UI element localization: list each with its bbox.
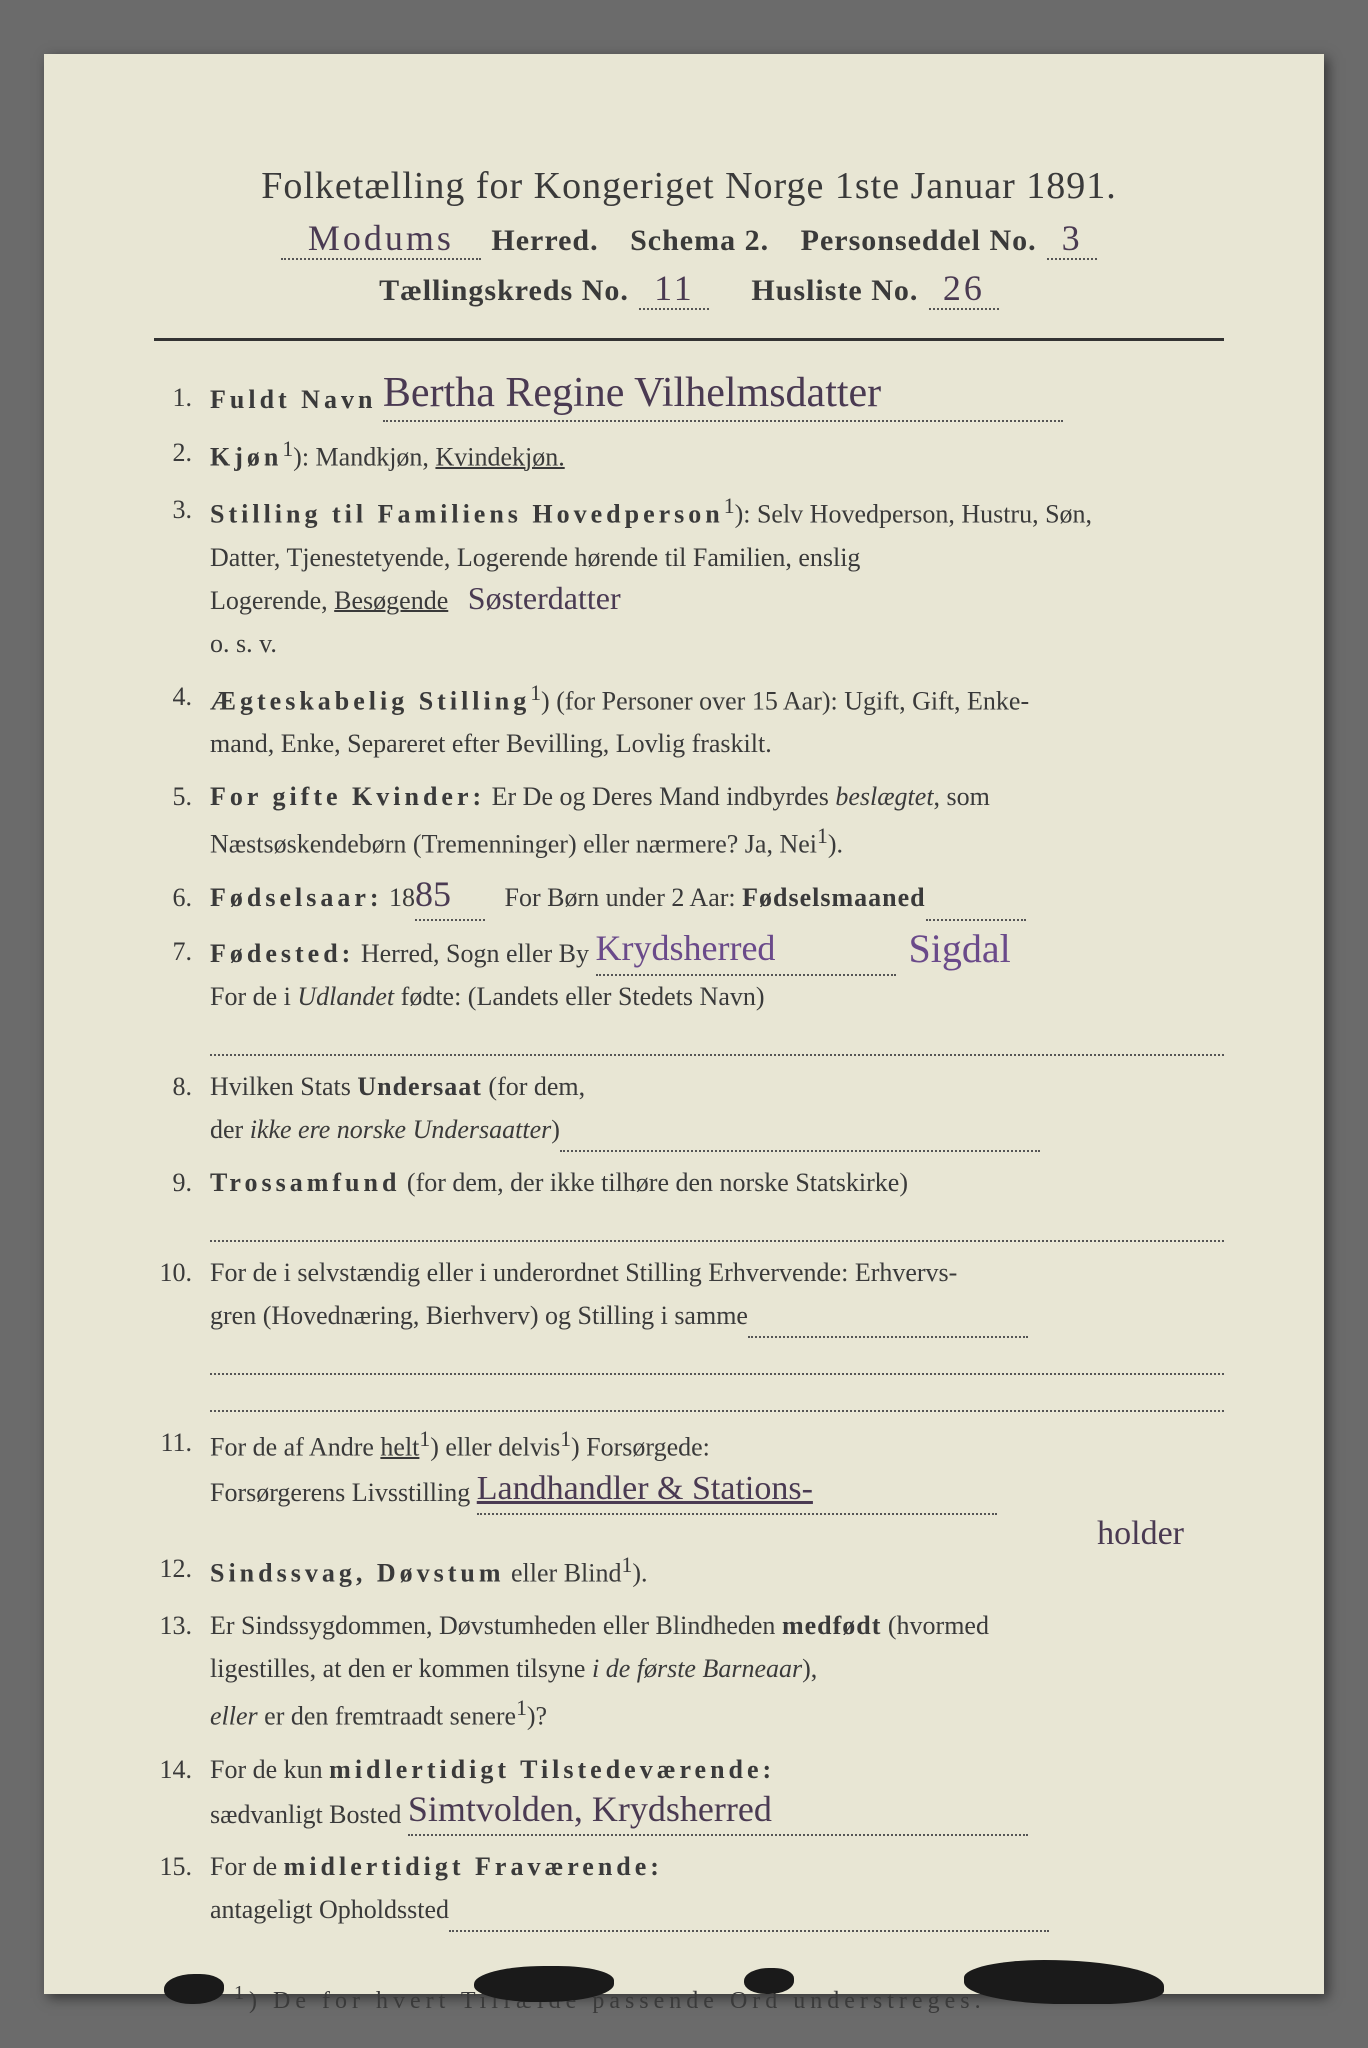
item-3-selected: Besøgende xyxy=(334,586,448,615)
item-3-hw: Søsterdatter xyxy=(468,586,621,612)
item-10-dotline2 xyxy=(210,1381,1224,1412)
tallingskreds-no: 11 xyxy=(654,274,695,303)
item-13: 13. Er Sindssygdommen, Døvstumheden elle… xyxy=(154,1605,1224,1738)
item-10-dotline1 xyxy=(210,1344,1224,1375)
item-6-label: Fødselsaar: xyxy=(210,883,383,912)
item-2-selected: Kvindekjøn. xyxy=(435,443,564,472)
item-3-label: Stilling til Familiens Hovedperson xyxy=(210,500,724,529)
header-line-3: Tællingskreds No. 11 Husliste No. 26 xyxy=(154,274,1224,310)
schema-label: Schema 2. xyxy=(630,224,769,257)
item-9: 9. Trossamfund (for dem, der ikke tilhør… xyxy=(154,1162,1224,1242)
form-header: Folketælling for Kongeriget Norge 1ste J… xyxy=(154,164,1224,310)
header-line-2: Modums Herred. Schema 2. Personseddel No… xyxy=(154,224,1224,260)
item-12: 12. Sindssvag, Døvstum eller Blind1). xyxy=(154,1548,1224,1596)
item-3: 3. Stilling til Familiens Hovedperson1):… xyxy=(154,489,1224,665)
item-1-label: Fuldt Navn xyxy=(210,385,376,414)
item-11-hw: Landhandler & Stations- xyxy=(477,1475,813,1502)
header-divider xyxy=(154,338,1224,341)
item-2: 2. Kjøn1): Mandkjøn, Kvindekjøn. xyxy=(154,432,1224,480)
herred-label: Herred. xyxy=(491,224,598,257)
item-7-hw2: Sigdal xyxy=(909,933,1011,965)
item-1-name: Bertha Regine Vilhelmsdatter xyxy=(383,377,881,411)
item-5-label: For gifte Kvinder: xyxy=(210,782,485,811)
item-7-dotline xyxy=(210,1025,1224,1056)
form-title: Folketælling for Kongeriget Norge 1ste J… xyxy=(154,164,1224,208)
item-14-hw: Simtvolden, Krydsherred xyxy=(408,1795,772,1824)
census-form-page: Folketælling for Kongeriget Norge 1ste J… xyxy=(44,54,1324,1994)
item-9-dotline xyxy=(210,1211,1224,1242)
item-7: 7. Fødested: Herred, Sogn eller By Kryds… xyxy=(154,931,1224,1056)
item-8: 8. Hvilken Stats Undersaat (for dem, der… xyxy=(154,1066,1224,1152)
item-7-label: Fødested: xyxy=(210,939,354,968)
item-2-label: Kjøn xyxy=(210,443,282,472)
item-11: 11. For de af Andre helt1) eller delvis1… xyxy=(154,1422,1224,1557)
personseddel-no: 3 xyxy=(1062,224,1083,253)
footnote: 1) De for hvert Tilfælde passende Ord un… xyxy=(154,1982,1224,2015)
husliste-no: 26 xyxy=(943,274,985,303)
item-14: 14. For de kun midlertidigt Tilstedevære… xyxy=(154,1749,1224,1837)
item-11-hw2: holder xyxy=(1097,1520,1184,1547)
item-1: 1. Fuldt Navn Bertha Regine Vilhelmsdatt… xyxy=(154,377,1224,422)
item-4-label: Ægteskabelig Stilling xyxy=(210,686,530,715)
item-7-hw1: Krydsherred xyxy=(596,934,776,963)
item-5: 5. For gifte Kvinder: Er De og Deres Man… xyxy=(154,776,1224,866)
tallingskreds-label: Tællingskreds No. xyxy=(379,274,629,307)
husliste-label: Husliste No. xyxy=(751,274,918,307)
personseddel-label: Personseddel No. xyxy=(801,224,1037,257)
item-6-year: 85 xyxy=(415,880,451,909)
item-15: 15. For de midlertidigt Fraværende: anta… xyxy=(154,1846,1224,1932)
item-9-label: Trossamfund xyxy=(210,1168,400,1197)
item-12-label: Sindssvag, Døvstum xyxy=(210,1558,505,1587)
item-10: 10. For de i selvstændig eller i underor… xyxy=(154,1252,1224,1412)
item-4: 4. Ægteskabelig Stilling1) (for Personer… xyxy=(154,676,1224,766)
form-items: 1. Fuldt Navn Bertha Regine Vilhelmsdatt… xyxy=(154,377,1224,1932)
herred-value: Modums xyxy=(308,224,454,253)
item-6: 6. Fødselsaar: 1885 For Børn under 2 Aar… xyxy=(154,877,1224,922)
